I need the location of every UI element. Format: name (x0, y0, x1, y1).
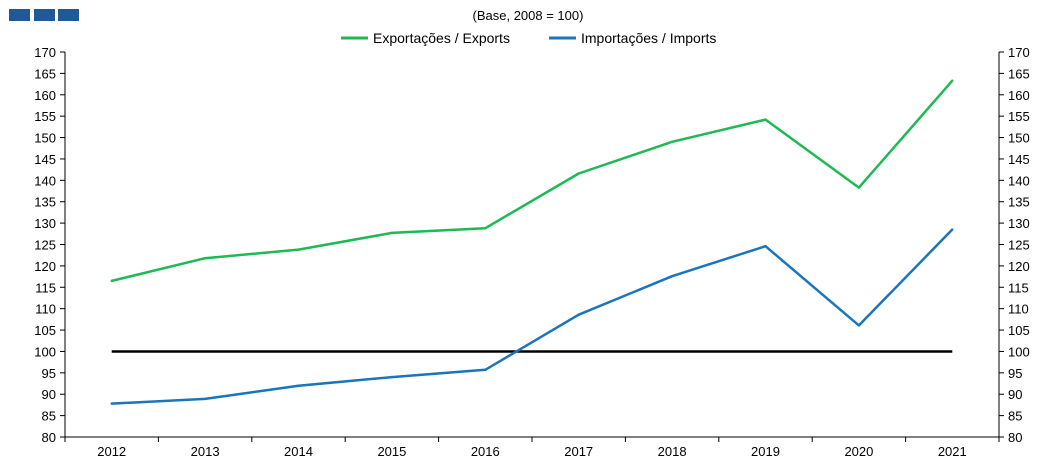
series-2-point-2018 (670, 274, 674, 278)
series-1-point-2015 (390, 231, 394, 235)
series-2-point-2013 (203, 397, 207, 401)
y-tick-label-left-85: 85 (42, 409, 56, 424)
legend-label-1: Exportações / Exports (373, 30, 510, 46)
y-tick-label-right-130: 130 (1008, 216, 1030, 231)
y-tick-label-left-160: 160 (34, 88, 56, 103)
series-1-point-2018 (670, 140, 674, 144)
x-tick-label-2019: 2019 (751, 444, 780, 459)
legend: Exportações / Exports Importações / Impor… (341, 30, 716, 46)
y-tick-label-left-150: 150 (34, 131, 56, 146)
x-tick-label-2013: 2013 (191, 444, 220, 459)
series-1-point-2012 (110, 279, 113, 283)
y-tick-label-left-120: 120 (34, 259, 56, 274)
x-tick-label-2015: 2015 (377, 444, 406, 459)
x-tick-label-2016: 2016 (471, 444, 500, 459)
series-2-point-2019 (764, 245, 767, 248)
y-tick-label-right-150: 150 (1008, 131, 1030, 146)
y-tick-label-right-155: 155 (1008, 109, 1030, 124)
y-tick-label-left-145: 145 (34, 152, 56, 167)
x-tick-label-2012: 2012 (97, 444, 126, 459)
series-2-point-2014 (297, 384, 300, 387)
series-1-point-2020 (857, 186, 861, 189)
y-tick-label-right-125: 125 (1008, 238, 1030, 253)
y-tick-label-left-165: 165 (34, 66, 56, 81)
y-tick-label-left-170: 170 (34, 45, 56, 60)
y-tick-label-left-90: 90 (42, 387, 56, 402)
y-tick-label-right-140: 140 (1008, 173, 1030, 188)
x-tick-label-2014: 2014 (284, 444, 313, 459)
series-1-point-2019 (764, 118, 767, 121)
series-2-point-2017 (577, 313, 580, 316)
series-line-2 (111, 228, 954, 405)
x-tick-label-2018: 2018 (658, 444, 687, 459)
y-tick-label-left-125: 125 (34, 238, 56, 253)
series-1-point-2021 (951, 79, 954, 82)
series-1-point-2014 (297, 248, 300, 251)
series-2-point-2020 (857, 324, 861, 327)
y-tick-label-left-135: 135 (34, 195, 56, 210)
logo-block-1 (9, 9, 30, 21)
y-tick-label-right-160: 160 (1008, 88, 1030, 103)
y-tick-label-right-105: 105 (1008, 323, 1030, 338)
y-tick-label-right-80: 80 (1008, 430, 1022, 445)
y-tick-label-left-80: 80 (42, 430, 56, 445)
series-1-point-2016 (484, 227, 487, 230)
y-tick-label-right-145: 145 (1008, 152, 1030, 167)
x-tick-label-2017: 2017 (564, 444, 593, 459)
y-tick-label-right-100: 100 (1008, 344, 1030, 359)
y-tick-label-right-85: 85 (1008, 409, 1022, 424)
y-tick-label-right-170: 170 (1008, 45, 1030, 60)
y-tick-label-left-115: 115 (35, 280, 56, 295)
y-tick-label-left-100: 100 (34, 344, 56, 359)
y-tick-label-left-95: 95 (42, 366, 56, 381)
axes: 80 80 85 85 90 90 95 95 100 100 105 105 110 110 115 115… (34, 45, 1029, 459)
chart-subtitle: (Base, 2008 = 100) (473, 8, 584, 23)
logo-block-2 (34, 9, 55, 21)
series-2-point-2021 (951, 228, 954, 231)
logo-block-3 (58, 9, 79, 21)
x-tick-label-2020: 2020 (844, 444, 873, 459)
y-tick-label-right-90: 90 (1008, 387, 1022, 402)
y-tick-label-right-120: 120 (1008, 259, 1030, 274)
y-tick-label-right-95: 95 (1008, 366, 1022, 381)
series-2-point-2016 (484, 368, 487, 372)
y-tick-label-right-135: 135 (1008, 195, 1030, 210)
series-2-point-2012 (110, 402, 113, 405)
y-tick-label-right-110: 110 (1008, 302, 1029, 317)
y-tick-label-left-130: 130 (34, 216, 56, 231)
y-tick-label-right-115: 115 (1008, 280, 1029, 295)
series-line-1 (111, 79, 954, 283)
legend-label-2: Importações / Imports (581, 30, 716, 46)
series-1-point-2017 (577, 172, 580, 175)
series-group (110, 79, 954, 405)
series-1-point-2013 (203, 256, 207, 260)
y-tick-label-left-140: 140 (34, 173, 56, 188)
y-tick-label-right-165: 165 (1008, 66, 1030, 81)
y-tick-label-left-105: 105 (34, 323, 56, 338)
y-tick-label-left-110: 110 (35, 302, 56, 317)
series-2-point-2015 (390, 375, 394, 379)
logo (9, 9, 79, 21)
x-tick-label-2021: 2021 (938, 444, 967, 459)
y-tick-label-left-155: 155 (34, 109, 56, 124)
